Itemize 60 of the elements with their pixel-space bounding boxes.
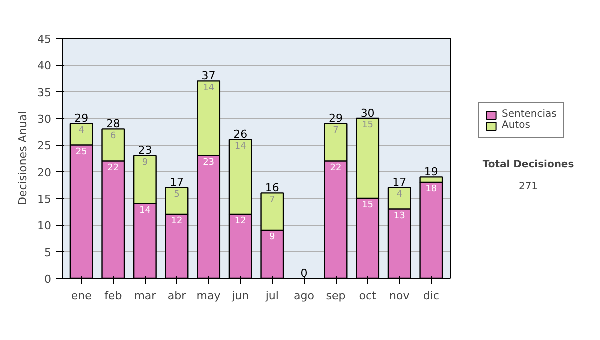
y-tick-label: 10 <box>38 220 52 233</box>
legend-label: Autos <box>502 120 530 131</box>
total-label: 26 <box>234 128 248 142</box>
y-tick-label: 15 <box>38 193 52 206</box>
total-label: 30 <box>360 106 375 120</box>
legend-label: Sentencias <box>502 109 557 120</box>
data-label: 13 <box>394 211 406 222</box>
data-label: 4 <box>78 126 85 136</box>
data-label: 4 <box>396 190 403 200</box>
x-tick-label: feb <box>104 290 122 302</box>
total-label: 16 <box>265 182 280 195</box>
y-tick-label: 35 <box>38 86 52 100</box>
total-label: 19 <box>424 166 438 179</box>
data-label: 14 <box>139 206 152 216</box>
y-tick-label: 30 <box>38 113 52 126</box>
data-label: 25 <box>76 147 88 158</box>
data-label: 7 <box>333 126 339 136</box>
x-tick-label: mar <box>134 290 157 302</box>
x-tick-label: dic <box>423 290 440 302</box>
data-label: 12 <box>171 216 183 227</box>
total-label: 28 <box>106 118 120 131</box>
total-label: 29 <box>74 112 89 126</box>
y-tick-label: 25 <box>38 140 52 153</box>
data-label: 15 <box>362 120 374 131</box>
x-tick-label: jul <box>264 290 279 302</box>
data-label: 14 <box>234 142 247 152</box>
data-label: 12 <box>234 216 246 227</box>
data-label: 15 <box>362 200 374 211</box>
data-label: 22 <box>108 163 120 174</box>
data-label: 9 <box>270 232 276 243</box>
x-tick-label: oct <box>359 290 378 302</box>
total-label: 29 <box>329 112 344 126</box>
x-tick-label: may <box>196 290 222 302</box>
total-label: 37 <box>202 70 216 83</box>
data-label: 7 <box>270 195 276 206</box>
x-tick-label: sep <box>326 290 346 302</box>
total-label: 17 <box>392 176 407 190</box>
data-label: 9 <box>142 158 148 168</box>
x-tick-label: nov <box>390 290 410 302</box>
text: 271 <box>518 182 538 193</box>
data-label: 22 <box>330 163 342 174</box>
y-tick-label: 45 <box>38 33 52 46</box>
data-label: 6 <box>110 131 117 142</box>
y-tick-label: 5 <box>44 246 52 260</box>
x-tick-label: ago <box>294 290 315 302</box>
data-label: 18 <box>426 184 438 195</box>
y-tick-label: 20 <box>38 166 52 180</box>
y-tick-label: 0 <box>44 273 52 286</box>
data-label: 5 <box>174 190 180 200</box>
y-axis-title: Decisiones Anual <box>16 111 30 206</box>
text: Total Decisiones <box>482 160 574 170</box>
total-label: 17 <box>170 176 184 190</box>
x-tick-label: abr <box>168 290 187 302</box>
y-tick-label: 40 <box>38 60 52 73</box>
data-label: 23 <box>203 158 215 168</box>
x-tick-label: ene <box>71 290 92 302</box>
x-tick-label: jun <box>231 290 250 302</box>
total-label: 0 <box>300 266 308 280</box>
total-label: 23 <box>138 144 152 158</box>
data-label: 14 <box>203 83 215 94</box>
